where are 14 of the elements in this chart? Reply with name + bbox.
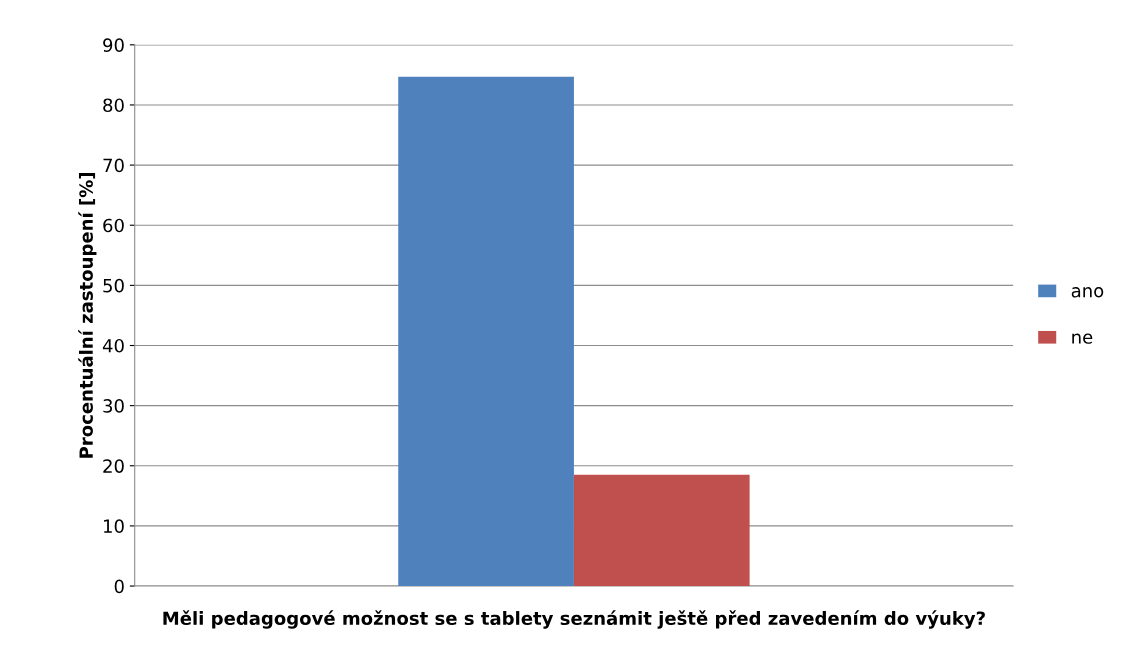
y-tick-label: 10	[103, 519, 124, 534]
y-tick-label: 80	[103, 98, 124, 113]
y-axis-title: Procentuální zastoupení [%]	[78, 173, 97, 458]
x-axis-title: Měli pedagogové možnost se s tablety seznámit ještě před zavedením do výuky?	[163, 610, 985, 629]
y-tick-label: 20	[103, 459, 124, 473]
y-tick-label: 50	[103, 278, 124, 293]
y-tick-label: 40	[102, 338, 124, 353]
legend-label: ne	[1072, 333, 1093, 344]
y-tick-label: 60	[103, 218, 124, 233]
y-tick-label: 30	[103, 399, 124, 413]
y-tick-label: 70	[103, 158, 124, 173]
y-tick-label: 0	[114, 579, 124, 594]
legend-label: ano	[1071, 287, 1104, 298]
y-tick-label: 90	[103, 38, 124, 52]
